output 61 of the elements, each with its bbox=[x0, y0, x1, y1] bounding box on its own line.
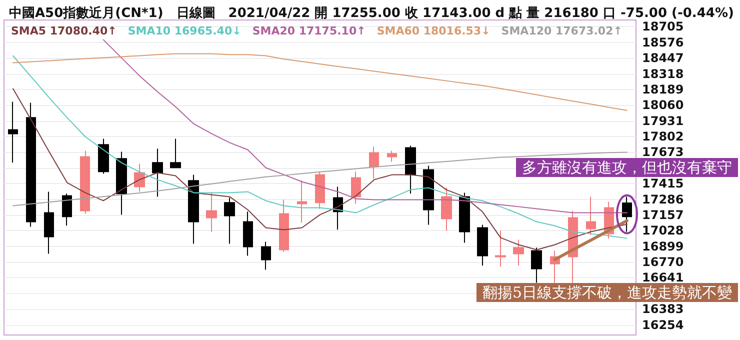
text: SMA120 17673.02↑ bbox=[501, 24, 622, 38]
candlestick bbox=[459, 192, 470, 244]
candlestick bbox=[98, 138, 109, 174]
candlestick bbox=[26, 102, 36, 228]
annotation: 翻揚5日線支撐不破，進攻走勢就不變 bbox=[482, 284, 732, 302]
candlestick bbox=[351, 171, 361, 204]
annotation: 多方雖沒有進攻，但也沒有棄守 bbox=[522, 158, 732, 176]
text: SMA10 16965.40↓ bbox=[128, 24, 242, 38]
candlestick bbox=[495, 230, 506, 268]
candlestick bbox=[297, 180, 307, 224]
text: SMA20 17175.10↑ bbox=[252, 24, 366, 38]
candlestick bbox=[279, 199, 289, 252]
candlestick bbox=[134, 163, 145, 192]
y-tick-label: 17802 bbox=[642, 130, 684, 144]
candlestick bbox=[80, 150, 90, 214]
candlestick bbox=[243, 211, 253, 256]
line-series bbox=[553, 219, 628, 262]
candlestick bbox=[477, 224, 488, 266]
line-series bbox=[12, 88, 628, 250]
candlestick bbox=[224, 197, 235, 244]
y-tick-label: 18705 bbox=[642, 20, 684, 34]
candlestick bbox=[387, 150, 397, 162]
candlestick bbox=[513, 239, 524, 266]
y-tick-label: 16254 bbox=[642, 318, 684, 332]
candlestick bbox=[188, 174, 199, 244]
y-tick-label: 17415 bbox=[642, 176, 684, 191]
candlestick bbox=[586, 196, 596, 236]
y-tick-label: 18060 bbox=[642, 98, 684, 112]
line-series bbox=[12, 55, 628, 239]
candlestick bbox=[441, 187, 452, 232]
y-tick-label: 17286 bbox=[642, 192, 684, 206]
candlestick bbox=[423, 165, 434, 226]
line-series bbox=[12, 152, 628, 206]
candlestick bbox=[116, 151, 127, 216]
candlestick bbox=[261, 241, 271, 270]
y-tick-label: 17673 bbox=[642, 145, 684, 160]
line-series bbox=[12, 53, 628, 111]
candlestick bbox=[206, 192, 217, 232]
candlestick bbox=[170, 138, 181, 168]
y-tick-label: 17931 bbox=[642, 114, 684, 128]
y-tick-label: 18576 bbox=[642, 35, 684, 50]
text: SMA5 17080.40↑ bbox=[11, 24, 117, 38]
y-tick-label: 17028 bbox=[642, 224, 684, 238]
candlestick bbox=[405, 145, 416, 194]
candlestick bbox=[531, 247, 542, 284]
candlestick bbox=[315, 171, 325, 210]
candlestick bbox=[8, 101, 18, 164]
y-tick-label: 16641 bbox=[642, 270, 684, 285]
y-tick-label: 18447 bbox=[642, 51, 684, 66]
chart-title: 中國A50指數近月(CN*1) 日線圖 2021/04/22 開 17255.00 收 17143.00 d 點 量 216180 口 -75.00 (-0.44%) bbox=[9, 5, 734, 21]
candlestick bbox=[369, 146, 379, 180]
candlestick bbox=[152, 148, 163, 198]
y-tick-label: 16770 bbox=[642, 255, 684, 270]
y-tick-label: 16899 bbox=[642, 239, 684, 254]
y-tick-label: 18318 bbox=[642, 66, 684, 81]
y-tick-label: 16383 bbox=[642, 302, 684, 316]
text: SMA60 18016.53↓ bbox=[376, 24, 490, 38]
y-tick-label: 18189 bbox=[642, 82, 684, 96]
candlestick bbox=[44, 191, 54, 254]
y-tick-label: 17157 bbox=[642, 208, 684, 222]
candlestick bbox=[62, 193, 72, 226]
